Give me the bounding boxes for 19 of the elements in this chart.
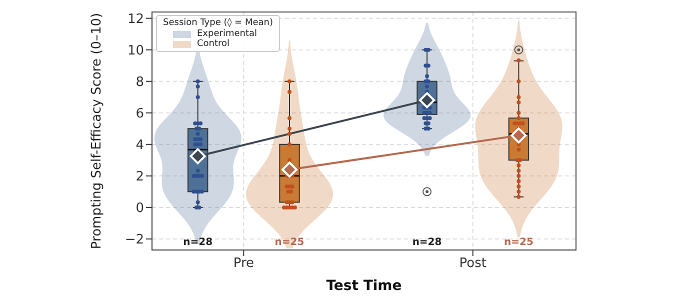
y-tick-label: 8 (136, 74, 144, 90)
legend-label: Control (197, 39, 230, 49)
x-tick-label: Post (459, 256, 486, 272)
y-tick-label: 2 (136, 170, 144, 185)
y-tick-label: 6 (136, 106, 144, 122)
y-tick-label: 0 (136, 201, 144, 216)
annotation: n=28 (183, 237, 213, 248)
y-axis-title: Prompting Self-Efficacy Score (0–10) (90, 12, 105, 250)
y-tick-label: 4 (136, 138, 144, 154)
y-tick-label: 10 (127, 43, 144, 58)
x-axis-title: Test Time (326, 278, 402, 294)
annotation: n=25 (504, 237, 534, 248)
legend-title: Session Type (◊ = Mean) (163, 18, 273, 28)
annotation: n=28 (412, 237, 442, 248)
annotation: n=25 (274, 237, 304, 248)
x-tick-label: Pre (233, 256, 254, 272)
y-tick-label: 12 (127, 12, 144, 27)
legend-label: Experimental (197, 29, 258, 39)
y-tick-label: −2 (124, 232, 144, 248)
